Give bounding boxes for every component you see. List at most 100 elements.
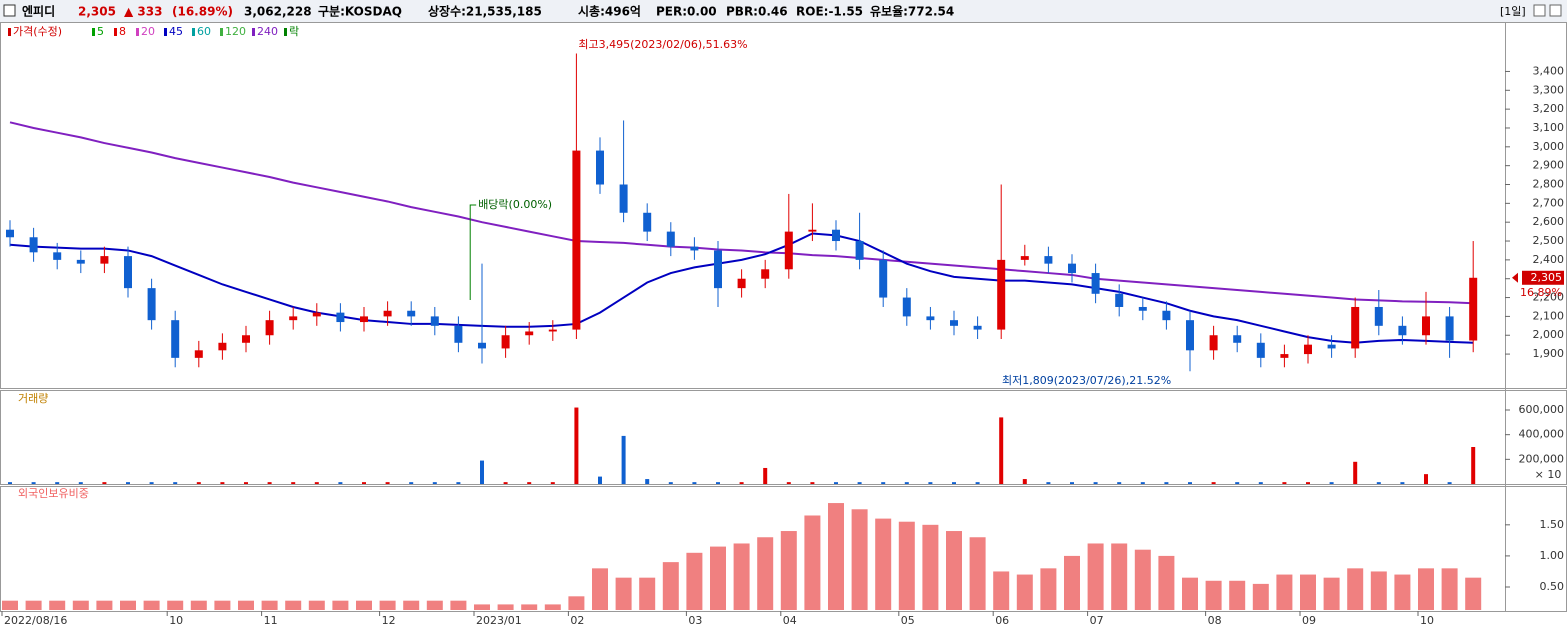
bar [1376,482,1381,484]
change-pct: (16.89%) [172,5,233,19]
y-tick-label: 200,000 [1519,452,1565,465]
bar [102,482,107,484]
candle-body [218,342,227,351]
bar [834,482,838,484]
bar [668,482,673,484]
bar [267,482,272,484]
bar [1370,571,1387,610]
candle-body [714,250,722,289]
bar [379,600,396,610]
bar [1111,543,1128,610]
bar [922,524,939,610]
bar [72,600,89,610]
bar [96,600,113,610]
bar [710,546,726,610]
bar [1441,568,1458,610]
bar [904,482,909,484]
candle-body [855,241,864,260]
bar [639,577,656,610]
legend-swatch [252,28,255,36]
bar [1040,568,1057,610]
panel-borders [0,22,1567,612]
bar [1164,482,1169,484]
change: ▲ 333 [124,5,162,19]
bar [25,600,42,610]
x-tick-label: 07 [1090,614,1104,627]
bar [120,600,136,610]
x-tick-label: 05 [901,614,915,627]
candle-body [1186,320,1194,351]
y-tick-label: 2,900 [1533,159,1565,172]
bar [1252,583,1269,610]
candle-body [76,259,85,264]
bar [621,435,626,484]
bar [1205,580,1222,610]
candle-body [1209,335,1218,351]
bar [804,515,821,610]
legend-label: 20 [141,25,155,38]
bar [261,600,278,610]
bar [1276,574,1293,610]
candle-body [501,335,510,349]
bar [220,482,225,484]
dividend-annotation: 배당락(0.00%) [478,198,552,211]
candle-body [29,237,38,253]
checkbox[interactable] [3,4,16,17]
candle-body [950,320,958,326]
y-tick-label: 1.50 [1540,518,1565,531]
candle-body [1044,256,1053,264]
candle-body [1445,316,1454,341]
x-tick-label: 02 [570,614,584,627]
bar [544,604,561,610]
legend-swatch [92,28,95,36]
x-tick-label: 2022/08/16 [4,614,67,627]
close-button[interactable] [1549,4,1562,17]
bar [1211,482,1216,484]
bar [1300,574,1316,610]
y-tick-label: 2,100 [1533,309,1565,322]
bar [786,482,791,484]
bar [716,482,720,484]
candle-body [1398,325,1407,336]
bar [126,482,130,484]
bar [686,552,703,610]
per: PER:0.00 [656,5,717,19]
bar [592,568,608,610]
candle-body [596,150,604,185]
bar [1424,474,1428,484]
candle-body [147,288,156,321]
candle-body [879,259,888,298]
volume-title: 거래량 [18,392,48,405]
candle-body [1327,344,1336,349]
candle-body [6,229,14,238]
bar [1182,577,1198,610]
bar [550,482,555,484]
bar [49,600,66,610]
legend-label: 락 [289,25,299,38]
candle-body [430,316,439,326]
bar [1188,482,1192,484]
y-tick-label: 600,000 [1519,403,1565,416]
x-tick-label: 09 [1302,614,1316,627]
candle-body [336,312,345,323]
y-tick-label: 1,900 [1533,347,1565,360]
bar [362,482,366,484]
x-tick-label: 10 [1420,614,1434,627]
bar [196,482,201,484]
window-button[interactable] [1533,4,1546,17]
bar [1347,568,1364,610]
bar [456,482,461,484]
bar [409,482,414,484]
bar [810,482,815,484]
period[interactable]: [1일] [1500,4,1526,18]
bar [739,482,744,484]
y-tick-label: 1.00 [1540,549,1565,562]
bar [1447,482,1452,484]
market: 구분:KOSDAQ [318,5,402,19]
bar [1117,482,1122,484]
legend-swatch [136,28,139,36]
candle-body [997,259,1006,330]
legend-swatch [192,28,195,36]
candle-body [407,310,416,317]
